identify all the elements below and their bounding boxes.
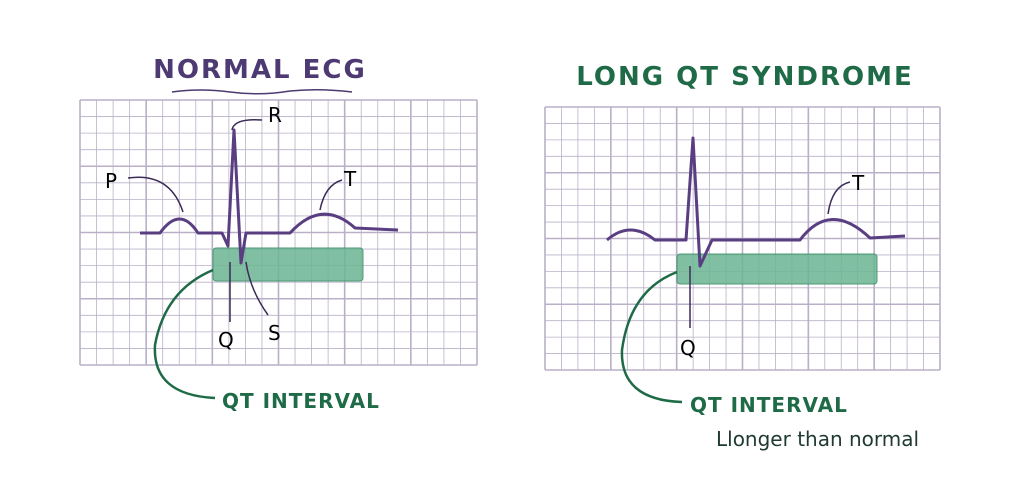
callouts — [689, 181, 851, 328]
t-label: T — [851, 171, 865, 195]
ecg-trace — [140, 128, 399, 265]
qt-interval-label: QT INTERVAL — [222, 389, 380, 413]
qt-interval-label: QT INTERVAL — [690, 393, 848, 417]
q-label: Q — [680, 336, 696, 360]
qt-callout — [620, 270, 683, 404]
callouts — [127, 118, 343, 322]
left-title: NORMAL ECG — [153, 55, 367, 85]
t-label: T — [343, 167, 357, 191]
r-label: R — [268, 103, 282, 127]
qt-bar — [212, 247, 364, 282]
qt-callout — [153, 268, 216, 400]
ecg-trace — [606, 136, 906, 268]
s-label: S — [268, 321, 281, 345]
note: Llonger than normal — [716, 427, 919, 451]
title-underline — [171, 88, 353, 95]
grids — [79, 99, 941, 371]
right-title: LONG QT SYNDROME — [576, 62, 913, 92]
qt-bar — [676, 253, 878, 285]
q-label: Q — [218, 328, 234, 352]
p-label: P — [105, 169, 117, 193]
